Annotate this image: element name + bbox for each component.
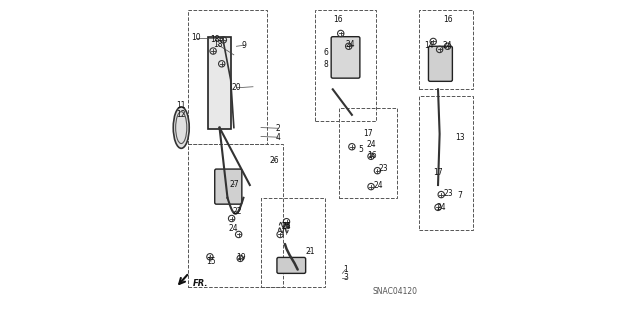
FancyBboxPatch shape	[277, 257, 306, 273]
Text: 9: 9	[242, 41, 246, 50]
Text: 12: 12	[177, 110, 186, 119]
Text: 16: 16	[367, 151, 376, 160]
Text: 11: 11	[177, 101, 186, 110]
Text: 24: 24	[281, 222, 291, 231]
FancyBboxPatch shape	[209, 37, 230, 129]
Text: FR.: FR.	[193, 279, 208, 288]
Text: 2: 2	[275, 124, 280, 133]
Text: 4: 4	[275, 133, 280, 142]
Text: 17: 17	[433, 168, 443, 177]
Text: 24: 24	[345, 40, 355, 48]
Text: 1: 1	[343, 265, 348, 274]
Text: 24: 24	[436, 203, 446, 212]
Text: 20: 20	[232, 83, 241, 92]
Text: 7: 7	[458, 191, 462, 200]
Text: 24: 24	[443, 41, 452, 50]
Text: 17: 17	[363, 129, 372, 138]
Text: 23: 23	[444, 189, 453, 198]
Text: 10: 10	[191, 33, 200, 42]
Text: 3: 3	[343, 273, 348, 282]
Text: 6: 6	[323, 48, 328, 57]
Text: 27: 27	[229, 180, 239, 189]
Text: 22: 22	[233, 207, 243, 216]
FancyBboxPatch shape	[215, 169, 242, 204]
Text: 21: 21	[305, 247, 314, 256]
Text: 16: 16	[444, 15, 453, 24]
Text: SNAC04120: SNAC04120	[372, 287, 417, 296]
Text: 8: 8	[323, 60, 328, 69]
Text: 19: 19	[236, 253, 246, 262]
Text: 14: 14	[424, 41, 434, 50]
Text: 24: 24	[373, 181, 383, 190]
Text: 13: 13	[455, 133, 465, 142]
Text: 26: 26	[270, 156, 280, 165]
Text: 5: 5	[358, 145, 364, 154]
Text: 15: 15	[206, 257, 216, 266]
Text: 16: 16	[333, 15, 343, 24]
FancyBboxPatch shape	[428, 46, 452, 81]
Text: 18: 18	[211, 35, 220, 44]
Ellipse shape	[173, 107, 189, 148]
Text: 24: 24	[228, 224, 238, 233]
FancyBboxPatch shape	[331, 37, 360, 78]
Text: 24: 24	[367, 140, 376, 149]
Text: 25: 25	[281, 222, 291, 231]
Text: 18: 18	[213, 40, 223, 49]
Text: 23: 23	[378, 164, 388, 173]
